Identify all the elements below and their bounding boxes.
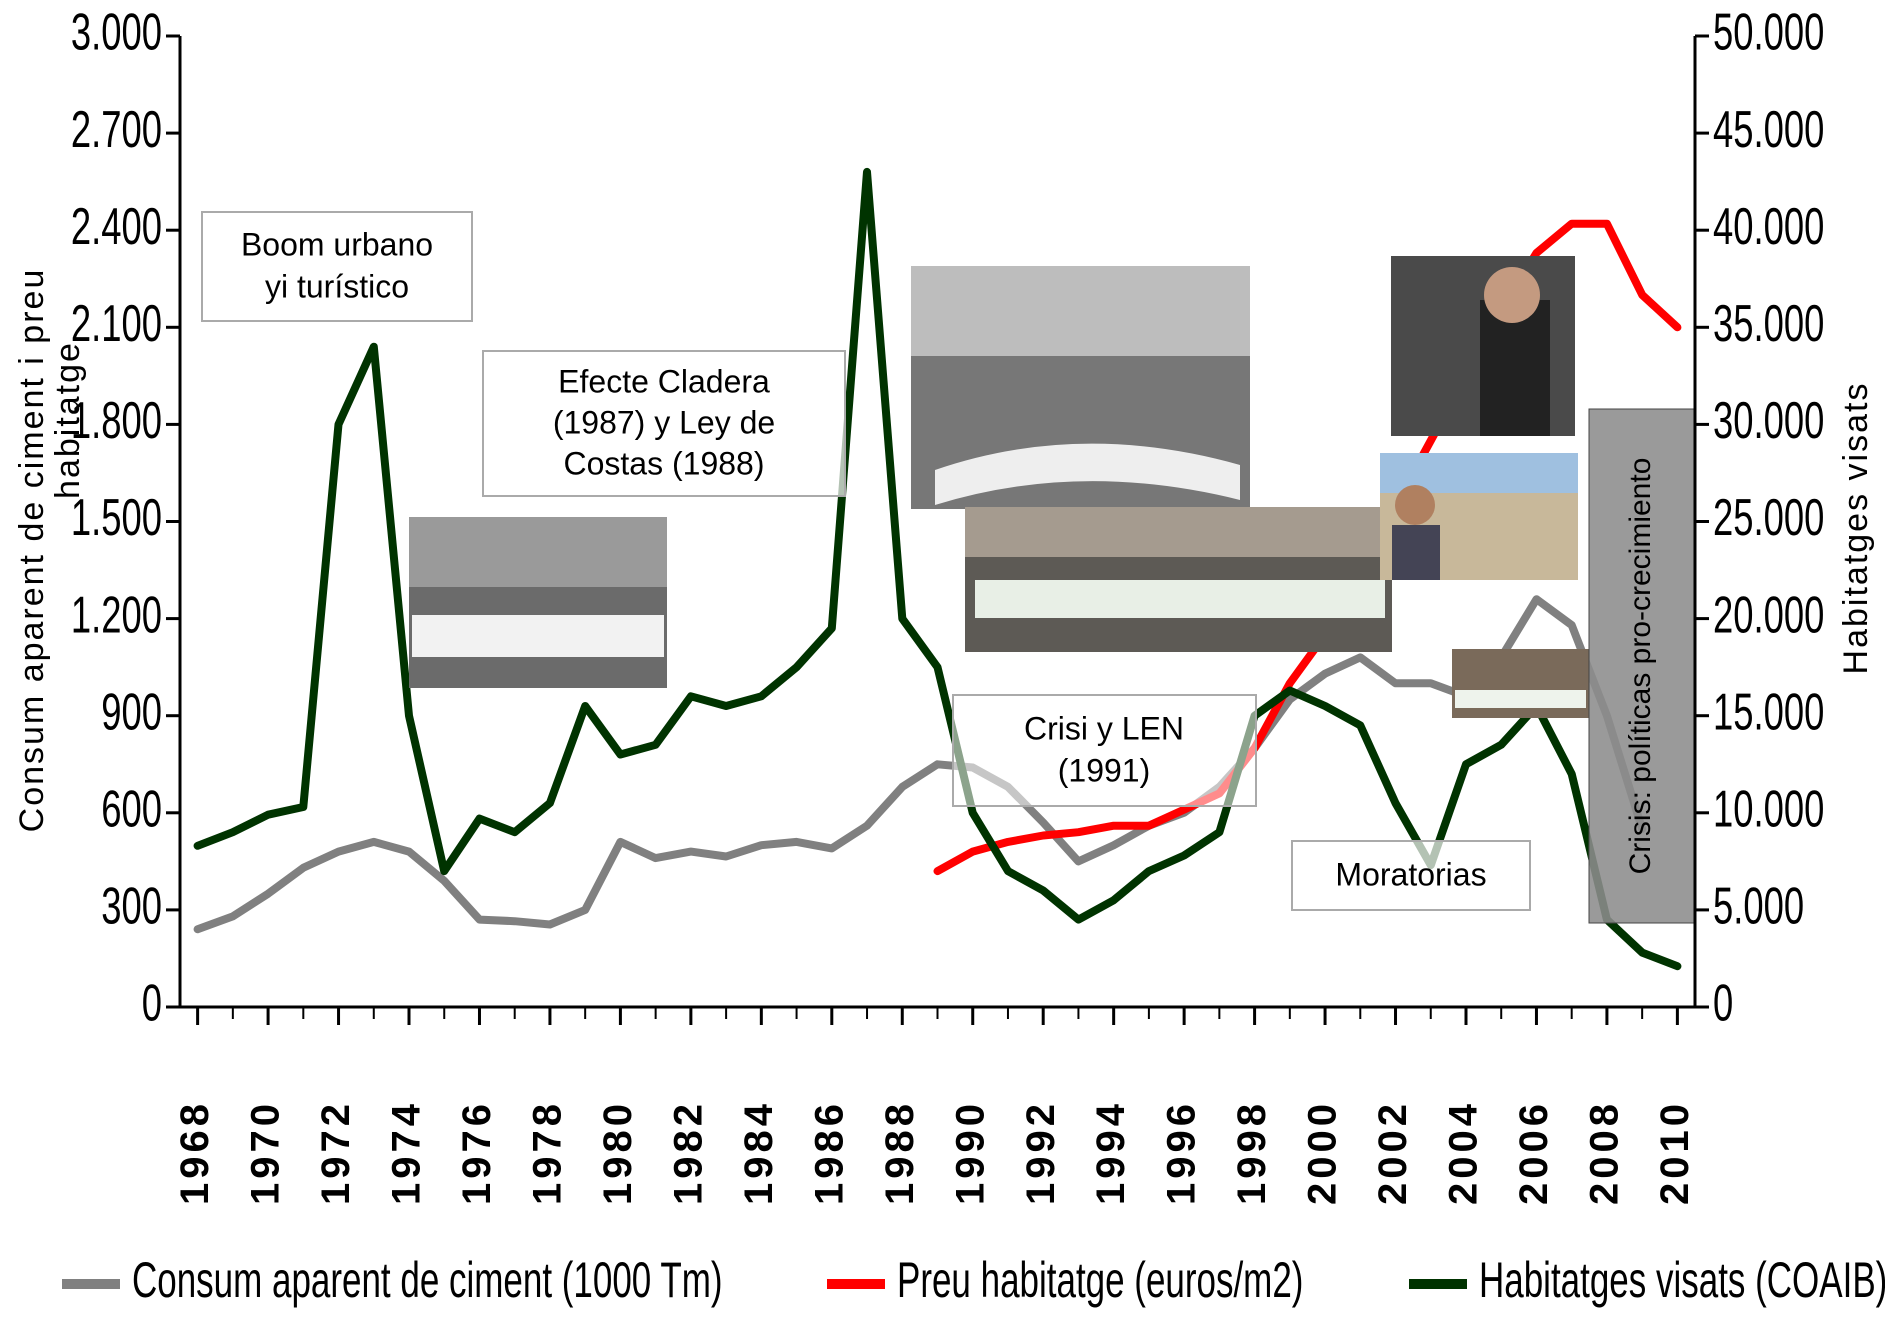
y2-tick-label: 15.000 (1713, 682, 1824, 741)
x-tick-label: 1980 (596, 1100, 640, 1205)
legend-label: Consum aparent de ciment (1000 Tm) (132, 1253, 723, 1309)
x-tick-label: 1988 (878, 1100, 922, 1205)
y2-tick-label: 10.000 (1713, 779, 1824, 838)
y-tick-label: 2.400 (71, 196, 162, 255)
photo-sky (965, 507, 1392, 557)
x-tick-label: 2000 (1301, 1100, 1345, 1205)
annotation-box (1291, 840, 1531, 911)
y2-tick-label: 35.000 (1713, 294, 1824, 353)
x-tick-label: 1972 (314, 1100, 358, 1205)
x-tick-label: 1992 (1019, 1100, 1063, 1205)
photo-banner (1455, 690, 1586, 708)
annotation: Efecte Cladera (558, 363, 770, 399)
annotation-box (201, 211, 473, 322)
x-tick-label: 2010 (1653, 1100, 1697, 1205)
x-tick-label: 2008 (1582, 1100, 1626, 1205)
annotations: Boom urbano yi turístico Efecte Cladera … (201, 211, 1696, 924)
x-tick-label: 1970 (244, 1100, 288, 1205)
series-line (193, 595, 1647, 934)
x-tick-label: 1976 (455, 1100, 499, 1205)
y2-tick-label: 30.000 (1713, 391, 1824, 450)
y2-axis-label: Habitatges visats (1837, 382, 1875, 675)
annotation: Crisi y LEN (1024, 710, 1184, 746)
annotation: Moratorias (1335, 856, 1486, 892)
y2-tick-label: 40.000 (1713, 196, 1824, 255)
legend-label: Preu habitatge (euros/m2) (897, 1253, 1303, 1309)
photo-figure (1392, 525, 1440, 580)
annotation: yi turístico (265, 268, 409, 304)
y2-tick-label: 5.000 (1713, 876, 1804, 935)
photo-figure (1395, 485, 1435, 525)
x-tick-label: 1986 (807, 1100, 851, 1205)
photo-banner (935, 443, 1240, 505)
y-tick-label: 3.000 (71, 2, 162, 61)
y2-tick-label: 25.000 (1713, 488, 1824, 547)
x-tick-label: 1990 (948, 1100, 992, 1205)
annotation-box (952, 694, 1257, 807)
y-tick-label: 1.800 (71, 391, 162, 450)
y2-tick-label: 20.000 (1713, 585, 1824, 644)
x-tick-label: 1968 (173, 1100, 217, 1205)
x-tick-label: 1978 (526, 1100, 570, 1205)
x-tick-label: 2006 (1512, 1100, 1556, 1205)
annotation-box (1588, 408, 1696, 924)
x-tick-label: 2004 (1442, 1100, 1486, 1205)
x-tick-label: 1984 (737, 1100, 781, 1205)
annotation: Crisis: políticas pro-crecimiento (1624, 458, 1657, 875)
annotation: Costas (1988) (564, 445, 765, 481)
y2-tick-label: 45.000 (1713, 99, 1824, 158)
legend-label: Habitatges visats (COAIB) (1479, 1253, 1885, 1309)
y-tick-label: 2.100 (71, 294, 162, 353)
photo-sky (409, 517, 667, 587)
photo-figure (1484, 267, 1540, 323)
photo-banner (412, 615, 664, 657)
annotation: (1991) (1058, 752, 1151, 788)
y-axis-label: Consum aparent de ciment i preu (13, 268, 51, 833)
y-tick-label: 2.700 (71, 99, 162, 158)
series-line (933, 219, 1682, 876)
y-tick-label: 1.200 (71, 585, 162, 644)
y-tick-label: 300 (101, 876, 162, 935)
x-tick-label: 1994 (1089, 1100, 1133, 1205)
y-tick-label: 600 (101, 779, 162, 838)
x-tick-label: 1974 (385, 1100, 429, 1205)
axes: 0 300 600 900 1.200 1.500 1.800 2.100 2.400 2.700… (13, 2, 1885, 1309)
x-tick-label: 1998 (1230, 1100, 1274, 1205)
x-tick-label: 1996 (1160, 1100, 1204, 1205)
photo-sky (911, 266, 1250, 356)
y2-tick-label: 0 (1713, 973, 1733, 1032)
y-tick-label: 0 (142, 973, 162, 1032)
y-tick-label: 900 (101, 682, 162, 741)
annotation-box (482, 350, 846, 497)
annotation: (1987) y Ley de (553, 404, 775, 440)
annotation: Boom urbano (241, 226, 433, 262)
y2-tick-label: 50.000 (1713, 2, 1824, 61)
x-tick-label: 2002 (1371, 1100, 1415, 1205)
x-tick-label: 1982 (666, 1100, 710, 1205)
y-axis-label: habitatge (49, 341, 87, 499)
photo-banner (975, 580, 1385, 618)
y-tick-label: 1.500 (71, 488, 162, 547)
